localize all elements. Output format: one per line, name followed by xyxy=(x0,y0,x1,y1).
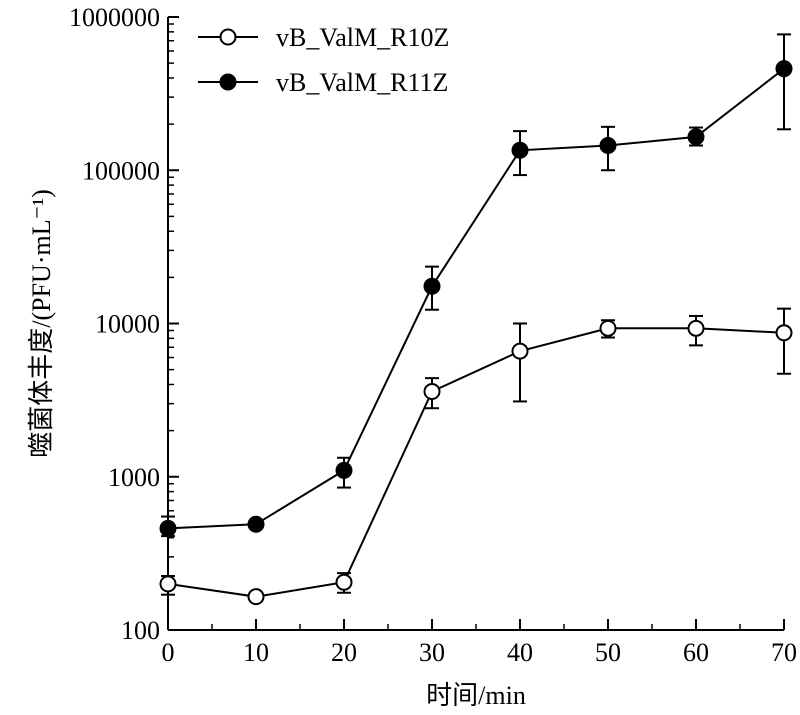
data-point xyxy=(511,342,529,360)
series-layer xyxy=(159,33,793,606)
data-point xyxy=(159,519,177,537)
legend-label-series-2: vB_ValM_R11Z xyxy=(276,68,448,97)
y-axis-title: 噬菌体丰度/(PFU·mL⁻¹) xyxy=(27,189,56,458)
data-point xyxy=(423,382,441,400)
y-tick-label: 100 xyxy=(121,616,160,645)
data-point xyxy=(599,319,617,337)
x-tick-label: 40 xyxy=(507,638,533,667)
legend-marker-series-2 xyxy=(219,73,237,91)
y-tick-label: 100000 xyxy=(82,156,160,185)
x-ticks: 0 10 20 30 40 50 60 70 xyxy=(162,619,797,667)
data-point xyxy=(159,575,177,593)
x-tick-label: 20 xyxy=(331,638,357,667)
x-tick-label: 30 xyxy=(419,638,445,667)
data-point xyxy=(775,324,793,342)
series-1 xyxy=(159,307,793,606)
legend: vB_ValM_R10Z vB_ValM_R11Z xyxy=(198,23,449,97)
data-point xyxy=(335,461,353,479)
legend-marker-series-1 xyxy=(219,28,237,46)
y-tick-label: 1000000 xyxy=(69,3,160,32)
series-line xyxy=(167,327,785,598)
data-point xyxy=(423,277,441,295)
series-line xyxy=(167,67,785,530)
y-ticks: 100 1000 10000 100000 1000000 xyxy=(69,3,179,645)
data-point xyxy=(687,319,705,337)
data-point xyxy=(335,573,353,591)
legend-label-series-1: vB_ValM_R10Z xyxy=(276,23,449,52)
x-tick-label: 10 xyxy=(243,638,269,667)
y-tick-label: 1000 xyxy=(108,463,160,492)
data-point xyxy=(511,141,529,159)
x-tick-label: 70 xyxy=(771,638,797,667)
data-point xyxy=(247,588,265,606)
x-tick-label: 50 xyxy=(595,638,621,667)
data-point xyxy=(775,60,793,78)
y-tick-label: 10000 xyxy=(95,310,160,339)
x-axis-title: 时间/min xyxy=(426,681,526,710)
x-tick-label: 60 xyxy=(683,638,709,667)
data-point xyxy=(687,128,705,146)
x-tick-label: 0 xyxy=(162,638,175,667)
data-point xyxy=(247,515,265,533)
series-2 xyxy=(159,33,793,538)
data-point xyxy=(599,137,617,155)
